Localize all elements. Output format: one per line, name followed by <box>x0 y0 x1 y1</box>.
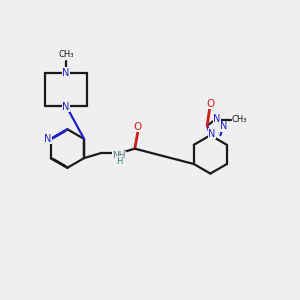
Text: O: O <box>134 122 142 132</box>
Text: O: O <box>206 99 214 109</box>
Text: N: N <box>213 114 220 124</box>
Text: N: N <box>44 134 51 144</box>
Text: N: N <box>220 122 227 131</box>
Text: CH₃: CH₃ <box>232 115 248 124</box>
Text: N: N <box>62 68 70 78</box>
Text: H: H <box>116 157 122 166</box>
Text: N: N <box>62 102 70 112</box>
Text: NH: NH <box>112 151 126 160</box>
Text: N: N <box>208 128 215 139</box>
Text: CH₃: CH₃ <box>58 50 74 59</box>
